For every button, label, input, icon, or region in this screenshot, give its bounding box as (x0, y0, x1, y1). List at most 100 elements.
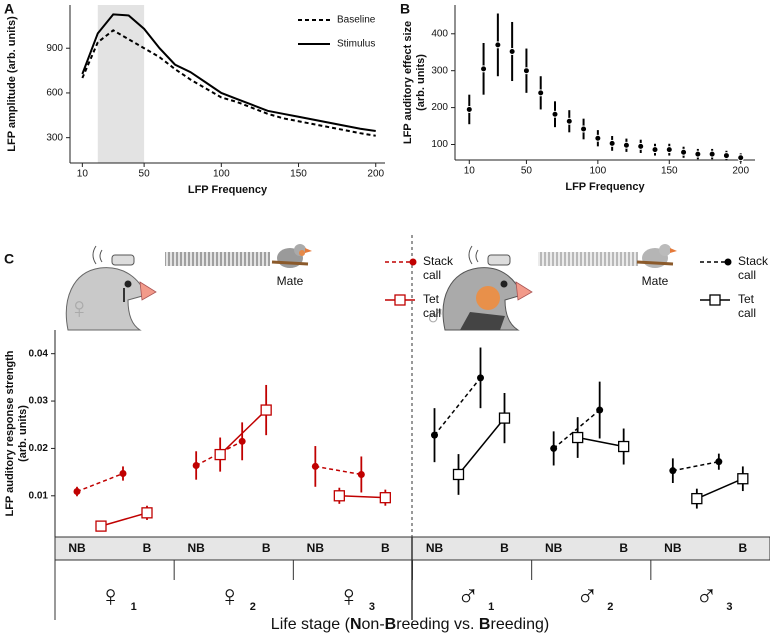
point (357, 470, 365, 478)
group-stage: 1 (488, 601, 494, 613)
point (494, 41, 502, 49)
point (622, 141, 630, 149)
y-tick-label: 300 (431, 65, 448, 76)
point (580, 125, 588, 133)
male-bird-illustration: ♂ (424, 245, 533, 333)
x-axis-label-part: B (385, 616, 397, 633)
group-sex: ♀ (99, 580, 122, 613)
connector-line (433, 377, 482, 436)
point (691, 492, 703, 505)
legend-label: Stack call (423, 254, 454, 282)
y-axis-label: (arb. units) (415, 54, 427, 111)
point (637, 142, 645, 150)
condition-label: NB (545, 541, 563, 555)
y-tick-label: 400 (431, 28, 448, 39)
x-tick-label: 100 (590, 166, 607, 177)
legend-label: Tet call (738, 292, 757, 320)
legend-label: Tet call (423, 292, 442, 320)
connector-line (672, 460, 719, 472)
group-stage: 2 (250, 601, 256, 613)
condition-label: B (143, 541, 152, 555)
point (379, 492, 391, 504)
point (694, 150, 702, 158)
x-tick-label: 100 (213, 169, 230, 180)
x-tick-label: 50 (139, 169, 151, 180)
group-sex: ♀ (338, 580, 361, 613)
group-sex: ♂ (695, 580, 718, 613)
connector-line (219, 409, 267, 456)
mate-bird-male (636, 244, 677, 268)
x-axis-label: Life stage (Non-Breeding vs. Breeding) (271, 616, 549, 633)
connector-line (76, 472, 124, 493)
point (551, 110, 559, 118)
point (722, 152, 730, 160)
y-axis-label: (arb. units) (17, 405, 29, 462)
point (572, 431, 584, 444)
group-stage: 2 (607, 601, 613, 613)
point (480, 65, 488, 73)
point (73, 488, 81, 496)
panel-letter: C (4, 251, 14, 267)
y-tick-label: 600 (46, 88, 63, 99)
mate-bird-female (271, 244, 312, 268)
condition-label: NB (307, 541, 325, 555)
condition-label: B (262, 541, 271, 555)
point (651, 146, 659, 154)
x-axis-label-part: reeding) (490, 616, 549, 633)
panel-letter: A (4, 1, 14, 17)
y-tick-label: 900 (46, 43, 63, 54)
y-tick-label: 0.01 (29, 490, 49, 501)
point (465, 105, 473, 113)
x-axis-label: LFP Frequency (188, 184, 268, 196)
point (596, 406, 604, 414)
male-symbol-icon: ♂ (424, 300, 447, 333)
x-tick-label: 150 (661, 166, 678, 177)
condition-label: NB (187, 541, 205, 555)
connector-line (696, 478, 744, 500)
point (192, 461, 200, 469)
x-axis-label-part: on- (362, 616, 385, 633)
group-stage: 1 (131, 601, 137, 613)
point (119, 470, 127, 478)
point (498, 412, 511, 424)
mate-label: Mate (277, 274, 304, 288)
female-bird-illustration: ♀ (65, 245, 157, 331)
legend-marker (394, 294, 406, 306)
group-sex: ♂ (576, 580, 599, 613)
point (260, 404, 272, 416)
x-tick-label: 10 (77, 169, 89, 180)
y-tick-label: 200 (431, 102, 448, 113)
x-tick-label: 50 (521, 166, 533, 177)
point (214, 448, 226, 461)
x-axis-label-part: N (350, 616, 362, 633)
condition-label: B (500, 541, 509, 555)
point (618, 440, 630, 453)
highlight-band (97, 5, 145, 163)
female-symbol-icon: ♀ (68, 292, 91, 325)
point (708, 150, 716, 158)
legend-marker (709, 294, 721, 306)
x-tick-label: 10 (464, 166, 476, 177)
legend-label: Stimulus (337, 39, 375, 50)
y-tick-label: 100 (431, 139, 448, 150)
point (594, 134, 602, 142)
connector-line (339, 495, 386, 499)
point (311, 462, 319, 470)
point (550, 444, 558, 452)
female-spectrogram (165, 252, 270, 266)
connector-line (315, 465, 362, 476)
x-tick-label: 200 (367, 169, 384, 180)
point (669, 467, 677, 475)
point (565, 117, 573, 125)
y-axis-label: LFP amplitude (arb. units) (6, 16, 18, 152)
point (715, 458, 723, 466)
legend-label: Baseline (337, 15, 376, 26)
x-tick-label: 200 (732, 166, 749, 177)
x-axis-label-part: Life stage ( (271, 616, 351, 633)
series-line (81, 13, 376, 132)
condition-label: NB (68, 541, 86, 555)
y-tick-label: 0.03 (29, 396, 49, 407)
x-axis-label-part: reeding vs. (396, 616, 479, 633)
connector-line (577, 436, 624, 448)
